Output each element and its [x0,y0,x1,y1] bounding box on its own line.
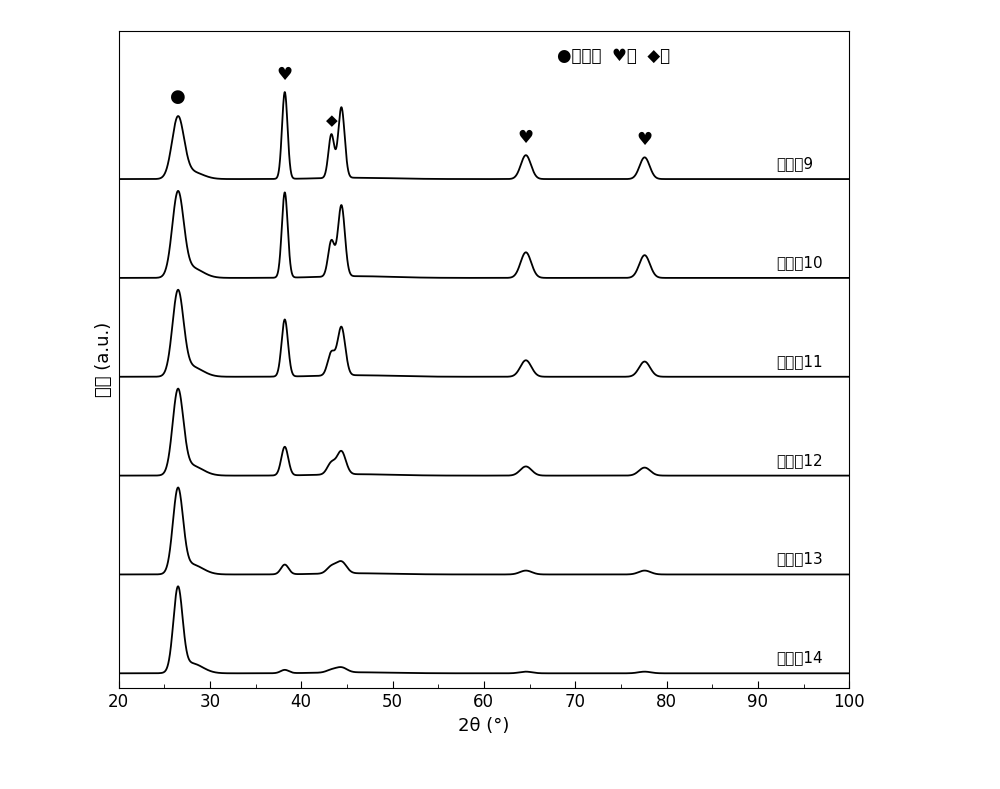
Text: 实施䥑12: 实施䥑12 [776,453,823,468]
Text: 实施䥑9: 实施䥑9 [776,156,813,171]
Text: 实施䥑14: 实施䥑14 [776,650,823,665]
Text: 实施䥑10: 实施䥑10 [776,255,823,270]
Text: ◆: ◆ [325,114,337,129]
Text: ●: ● [170,88,186,107]
Text: ♥: ♥ [637,132,653,149]
X-axis label: 2θ (°): 2θ (°) [458,716,510,735]
Text: 实施䥑11: 实施䥑11 [776,353,823,368]
Text: 实施䥑13: 实施䥑13 [776,552,823,567]
Text: ●石墨碳  ♥金  ◆铜: ●石墨碳 ♥金 ◆铜 [557,47,670,65]
Y-axis label: 强度 (a.u.): 强度 (a.u.) [95,322,113,397]
Text: ♥: ♥ [277,66,293,84]
Text: ♥: ♥ [518,129,534,148]
